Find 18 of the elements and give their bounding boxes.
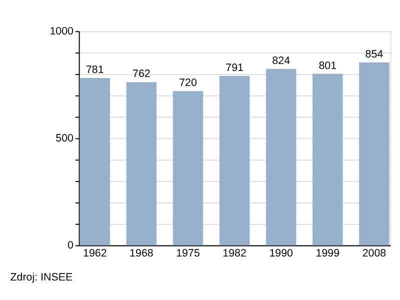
x-tick-label: 1982 — [222, 247, 246, 260]
data-label: 824 — [272, 54, 290, 67]
data-label: 801 — [318, 60, 337, 72]
x-tick-label: 1975 — [176, 247, 200, 260]
text: Zdroj: INSEE — [10, 271, 73, 284]
data-label: 720 — [179, 77, 197, 90]
y-tick-label: 500 — [56, 132, 74, 145]
y-tick-label: 0 — [68, 240, 74, 252]
x-tick-label: 2008 — [362, 247, 386, 260]
data-label: 854 — [365, 48, 384, 61]
x-tick-label: 1990 — [269, 247, 294, 260]
x-tick-label: 1968 — [130, 247, 154, 260]
y-tick-label: 1000 — [50, 26, 74, 38]
data-label: 791 — [226, 62, 244, 74]
x-tick-label: 1962 — [83, 247, 107, 260]
data-label: 781 — [86, 64, 104, 76]
data-label: 762 — [132, 68, 150, 80]
x-tick-label: 1999 — [316, 247, 340, 260]
